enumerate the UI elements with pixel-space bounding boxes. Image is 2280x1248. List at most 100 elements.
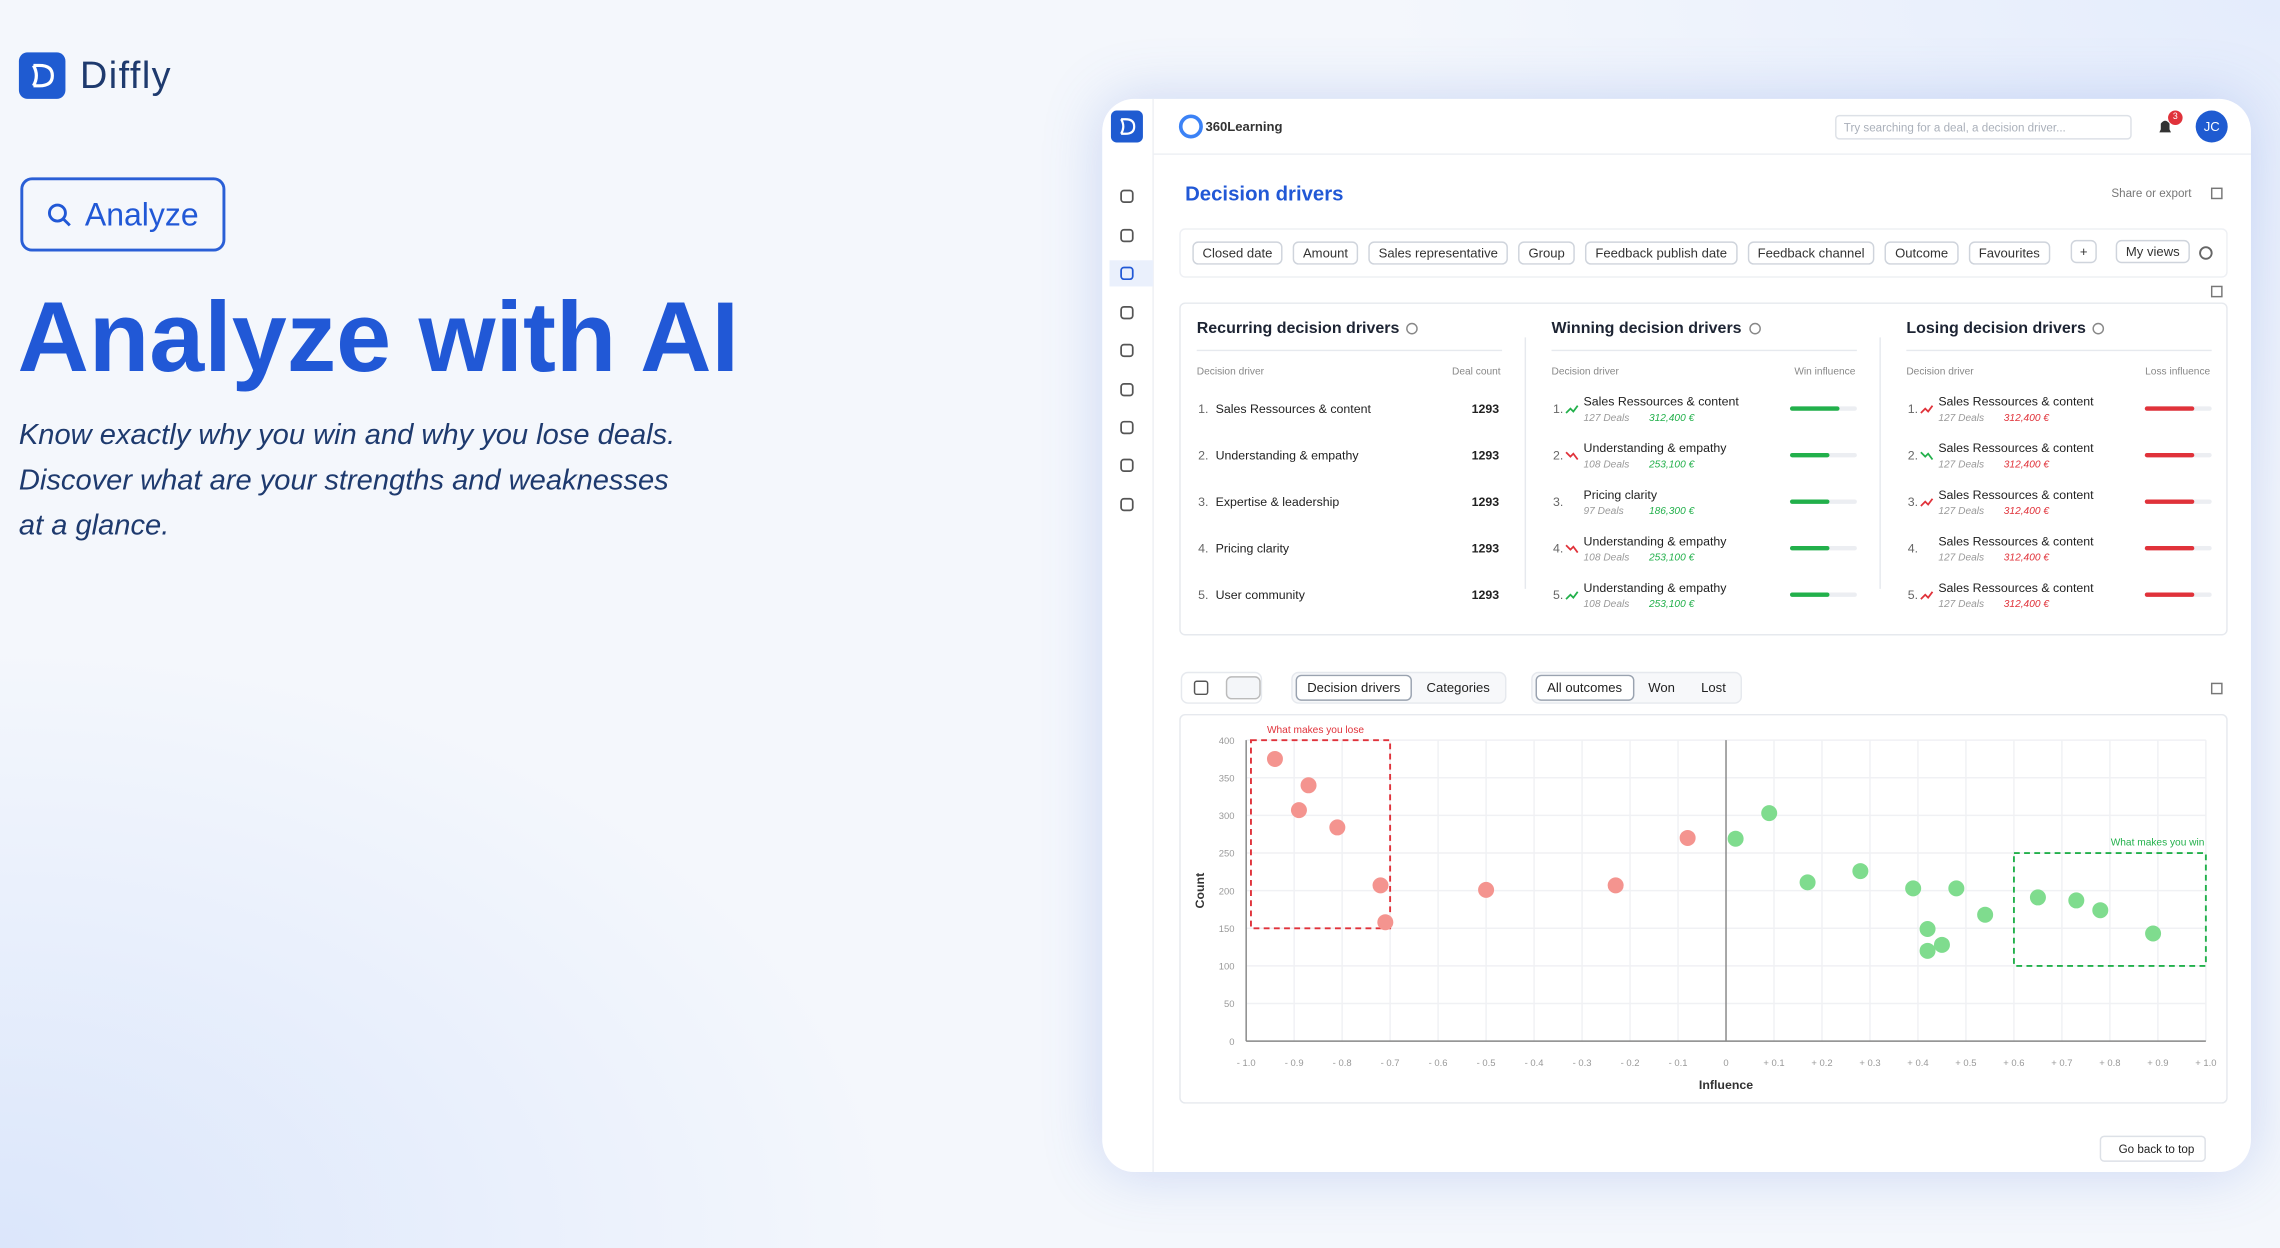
rank: 4.	[1907, 540, 1919, 556]
influence-bar	[1789, 499, 1830, 504]
filter-chip[interactable]: Feedback publish date	[1585, 241, 1738, 265]
data-point	[1761, 805, 1778, 822]
deal-volume: 108 Deals	[1583, 460, 1630, 471]
bell-icon	[2159, 120, 2171, 133]
tab[interactable]: All outcomes	[1535, 674, 1634, 701]
settings-icon	[2199, 246, 2213, 260]
driver-name: Understanding & empathy	[1215, 447, 1359, 463]
x-tick-label: - 0.9	[1285, 1058, 1304, 1069]
expand-icon	[2210, 285, 2223, 298]
app-logo-glyph	[1120, 118, 1136, 135]
x-tick-label: - 0.8	[1333, 1058, 1352, 1069]
sidebar-icon	[1120, 383, 1134, 397]
org-logo	[1178, 114, 1203, 139]
rank: 3.	[1907, 494, 1919, 509]
deal-volume: 127 Deals	[1938, 506, 1985, 517]
deal-volume: 108 Deals	[1583, 553, 1630, 564]
x-tick-label: - 0.5	[1477, 1058, 1496, 1069]
driver-name: Understanding & empathy	[1583, 580, 1727, 595]
sidebar-icon	[1120, 266, 1134, 281]
deal-amount: 312,400 €	[2003, 413, 2050, 424]
tab[interactable]: Decision drivers	[1295, 674, 1412, 701]
driver-name: Sales Ressources & content	[1583, 394, 1739, 409]
filter-chip[interactable]: Sales representative	[1368, 241, 1509, 265]
x-tick-label: + 0.2	[1811, 1058, 1832, 1069]
y-tick-label: 150	[1219, 924, 1235, 935]
filter-bar: Closed date Amount Sales representative Gro…	[1179, 228, 2228, 278]
influence-bar	[1789, 452, 1830, 458]
x-tick-label: + 0.7	[2051, 1058, 2072, 1069]
hero-text: Know exactly why you win and why you los…	[18, 419, 676, 452]
data-point	[1300, 777, 1317, 794]
x-tick-label: - 0.1	[1669, 1058, 1688, 1069]
deal-volume: 127 Deals	[1938, 460, 1985, 471]
tab[interactable]: Won	[1648, 680, 1675, 696]
rank: 1.	[1552, 401, 1564, 416]
search-box[interactable]: Try searching for a deal, a decision dri…	[1835, 114, 2132, 140]
data-point	[1977, 906, 1994, 923]
data-point	[1372, 877, 1389, 894]
back-to-top-button[interactable]: Go back to top	[2099, 1135, 2206, 1162]
table-view-button[interactable]	[1193, 680, 1209, 696]
column-header: Win influence	[1794, 367, 1856, 378]
data-point	[1933, 936, 1950, 953]
driver-name: Understanding & empathy	[1583, 440, 1727, 456]
deal-amount: 186,300 €	[1648, 506, 1695, 517]
hero-text: Discover what are your strengths and wea…	[18, 464, 669, 497]
annotation-label: What makes you lose	[1267, 725, 1364, 736]
influence-bar	[2144, 452, 2195, 458]
hero-text: at a glance.	[18, 509, 170, 542]
sidebar-icon	[1120, 189, 1134, 203]
rank: 5.	[1198, 587, 1209, 602]
my-views[interactable]: My views	[2115, 239, 2190, 264]
annotation-box	[2012, 852, 2207, 967]
driver-name: Understanding & empathy	[1583, 533, 1727, 549]
tab[interactable]: Lost	[1701, 680, 1726, 696]
data-point	[1905, 880, 1922, 897]
sidebar-icon	[1120, 305, 1134, 320]
deal-amount: 312,400 €	[2003, 553, 2050, 564]
deal-count: 1293	[1471, 447, 1500, 463]
filter-chip[interactable]: Group	[1518, 241, 1575, 265]
column-header: Decision driver	[1551, 367, 1619, 378]
page-title: Decision drivers	[1185, 181, 1344, 206]
add-filter[interactable]: +	[2070, 239, 2097, 264]
deal-volume: 108 Deals	[1583, 599, 1630, 610]
share-export[interactable]: Share or export	[2111, 186, 2192, 200]
driver-name: Sales Ressources & content	[1938, 440, 2094, 456]
chart-view-button[interactable]	[1225, 676, 1261, 700]
brand-name: Diffly	[79, 53, 173, 97]
trend-icon	[1920, 498, 1934, 507]
deal-amount: 253,100 €	[1648, 460, 1695, 471]
tab[interactable]: Categories	[1426, 680, 1490, 696]
annotation-label: What makes you win	[2111, 838, 2205, 849]
analyze-button[interactable]: Analyze	[20, 177, 226, 252]
filter-chip[interactable]: Outcome	[1884, 241, 1959, 265]
y-axis-title: Count	[1193, 873, 1207, 909]
driver-name: Sales Ressources & content	[1938, 533, 2094, 549]
table-title-wrap: Recurring decision drivers	[1197, 320, 1419, 337]
filter-chip[interactable]: Favourites	[1968, 241, 2051, 265]
filter-chip[interactable]: Closed date	[1192, 241, 1283, 265]
filter-chip[interactable]: Amount	[1292, 241, 1359, 265]
driver-name: Pricing clarity	[1583, 487, 1658, 502]
driver-name: Sales Ressources & content	[1938, 487, 2094, 502]
trend-icon	[1920, 451, 1934, 461]
data-point	[1607, 877, 1624, 894]
avatar[interactable]: JC	[2195, 110, 2228, 143]
x-tick-label: + 0.8	[2099, 1058, 2120, 1069]
rank: 2.	[1907, 447, 1919, 463]
driver-name: Pricing clarity	[1215, 540, 1290, 556]
x-axis-title: Influence	[1699, 1078, 1753, 1092]
deal-amount: 312,400 €	[1648, 413, 1695, 424]
logo-glyph	[32, 63, 54, 88]
influence-bar	[1789, 546, 1830, 551]
rank: 2.	[1198, 447, 1209, 463]
filter-chip[interactable]: Feedback channel	[1747, 241, 1875, 265]
data-point	[1799, 874, 1816, 891]
expand-icon	[2210, 682, 2223, 695]
x-tick-label: - 0.2	[1621, 1058, 1640, 1069]
y-tick-label: 400	[1219, 736, 1235, 747]
trend-icon	[1565, 405, 1579, 414]
